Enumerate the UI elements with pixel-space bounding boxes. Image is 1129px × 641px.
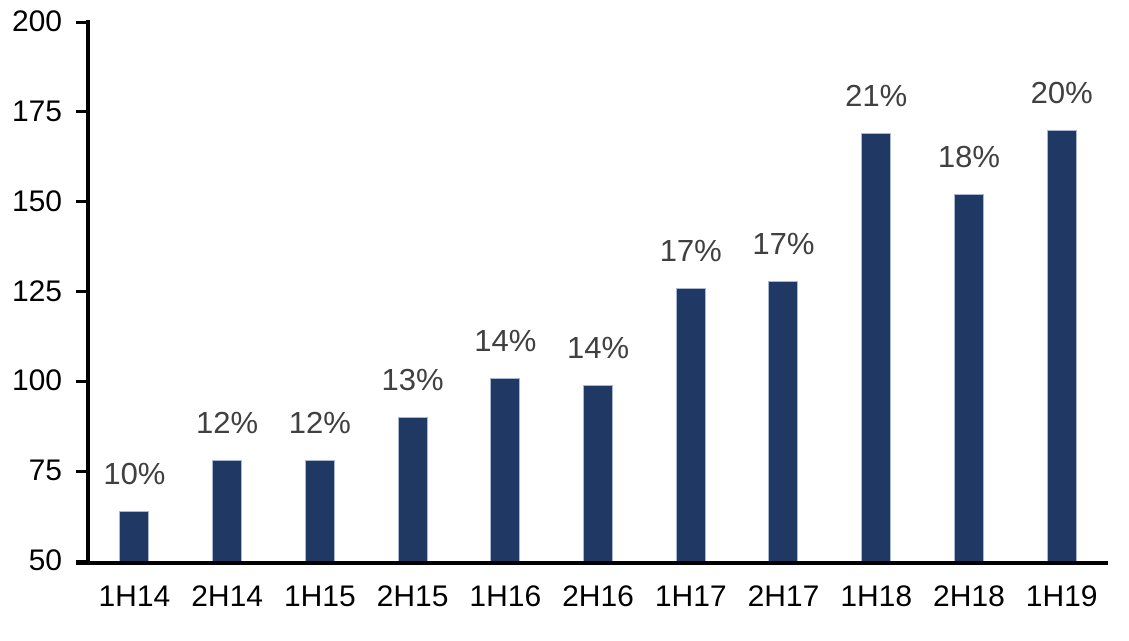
bar-1h14 xyxy=(119,510,150,561)
bar-value-label: 20% xyxy=(1030,74,1093,110)
x-tick-label-1h17: 1H17 xyxy=(654,580,727,613)
x-tick-label-1h16: 1H16 xyxy=(469,580,542,613)
x-axis-line xyxy=(76,561,1108,565)
bar-value-label: 21% xyxy=(845,78,908,114)
bar-value-label: 14% xyxy=(474,322,537,358)
bar-2h16 xyxy=(583,384,613,561)
bar-2h14 xyxy=(212,460,243,561)
bar-value-label: 17% xyxy=(752,225,815,261)
x-tick-label-1h18: 1H18 xyxy=(840,580,913,613)
x-tick-label-2h16: 2H16 xyxy=(562,580,634,613)
x-tick-label-1h14: 1H14 xyxy=(98,580,171,613)
bar-2h18 xyxy=(953,194,984,561)
y-axis-line xyxy=(86,20,90,565)
y-tick-mark xyxy=(76,20,86,24)
bar-1h19 xyxy=(1046,129,1077,561)
x-tick-label-2h15: 2H15 xyxy=(376,580,449,613)
y-tick-mark xyxy=(76,200,86,204)
bar-1h15 xyxy=(304,460,335,561)
bar-1h18 xyxy=(861,133,892,561)
x-tick-label-2h14: 2H14 xyxy=(191,580,263,613)
y-tick-label: 200 xyxy=(11,5,62,38)
bar-value-label: 10% xyxy=(103,455,166,491)
x-tick-label-1h19: 1H19 xyxy=(1025,580,1098,613)
y-tick-mark xyxy=(76,559,86,563)
bar-value-label: 18% xyxy=(937,139,1000,175)
bar-value-label: 13% xyxy=(381,362,444,398)
bar-1h17 xyxy=(675,287,706,561)
y-tick-label: 50 xyxy=(28,544,62,577)
bar-2h17 xyxy=(768,280,799,561)
y-tick-mark xyxy=(76,469,86,473)
bar-value-label: 12% xyxy=(196,405,259,441)
bar-value-label: 12% xyxy=(288,405,351,441)
y-tick-mark xyxy=(76,379,86,383)
y-tick-label: 150 xyxy=(11,184,62,218)
y-tick-label: 175 xyxy=(11,94,62,128)
bar-2h15 xyxy=(397,417,428,561)
y-tick-label: 100 xyxy=(11,364,62,398)
y-tick-mark xyxy=(76,290,86,293)
bar-value-label: 17% xyxy=(659,232,722,268)
x-tick-label-2h17: 2H17 xyxy=(747,580,820,613)
x-tick-label-1h15: 1H15 xyxy=(283,580,356,613)
bar-1h16 xyxy=(490,377,521,561)
y-tick-label: 75 xyxy=(28,454,62,488)
y-tick-label: 125 xyxy=(11,274,62,308)
y-tick-mark xyxy=(76,110,86,114)
x-tick-label-2h18: 2H18 xyxy=(933,580,1005,613)
bar-value-label: 14% xyxy=(566,329,630,365)
